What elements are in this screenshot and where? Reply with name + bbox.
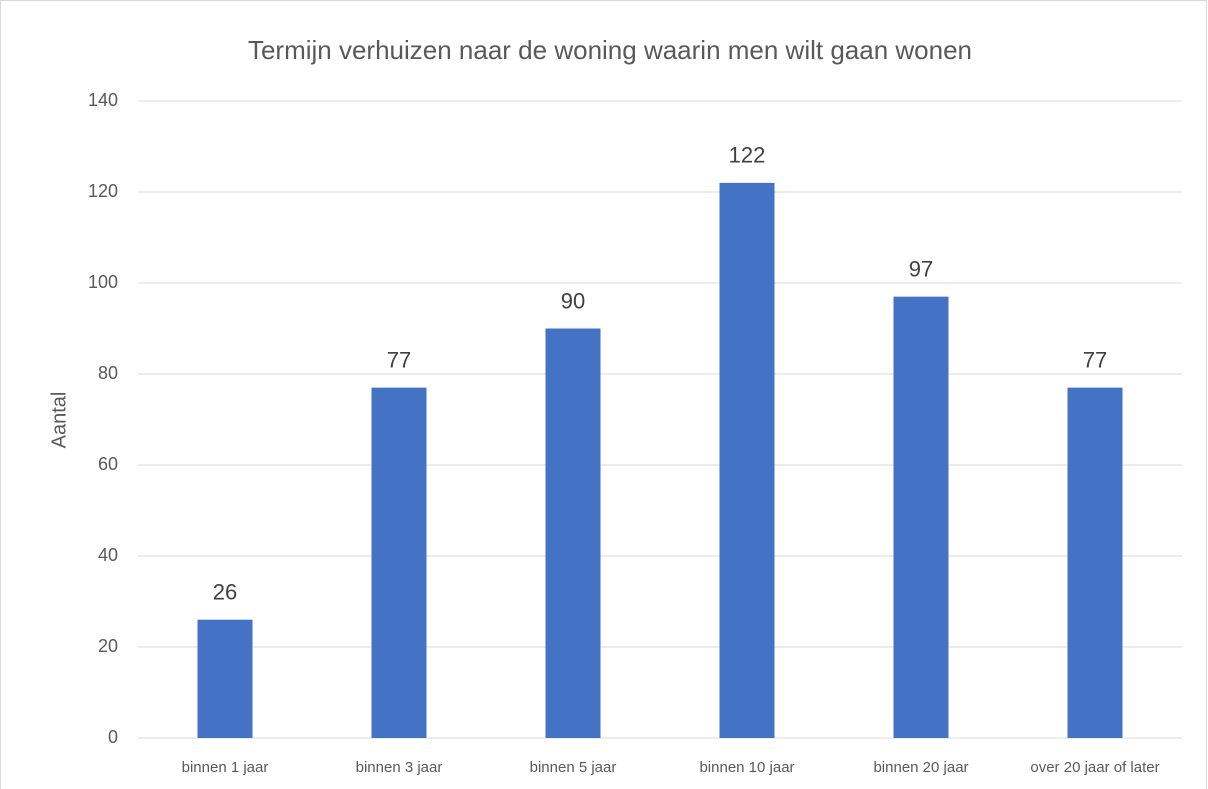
data-label: 77 bbox=[387, 347, 411, 372]
y-axis-label: Aantal bbox=[48, 392, 70, 449]
x-tick-label: binnen 3 jaar bbox=[356, 759, 443, 776]
bar bbox=[1067, 387, 1123, 738]
bar bbox=[893, 296, 949, 738]
x-tick-label: binnen 1 jaar bbox=[182, 759, 269, 776]
data-label: 97 bbox=[909, 256, 933, 281]
chart-title: Termijn verhuizen naar de woning waarin … bbox=[248, 35, 972, 65]
data-label: 90 bbox=[561, 288, 585, 313]
data-label: 77 bbox=[1083, 347, 1107, 372]
y-tick-label: 140 bbox=[88, 90, 118, 110]
y-tick-label: 0 bbox=[108, 727, 118, 747]
y-tick-label: 80 bbox=[98, 363, 118, 383]
x-tick-label: binnen 5 jaar bbox=[530, 759, 617, 776]
y-tick-label: 100 bbox=[88, 272, 118, 292]
y-tick-label: 20 bbox=[98, 636, 118, 656]
bar bbox=[371, 387, 427, 738]
data-label: 122 bbox=[729, 143, 766, 168]
x-tick-label: binnen 10 jaar bbox=[699, 759, 794, 776]
y-tick-label: 120 bbox=[88, 181, 118, 201]
data-label: 26 bbox=[213, 580, 237, 605]
bar bbox=[197, 619, 253, 738]
x-tick-label: binnen 20 jaar bbox=[873, 759, 968, 776]
bar bbox=[545, 328, 601, 738]
y-tick-label: 60 bbox=[98, 454, 118, 474]
y-tick-label: 40 bbox=[98, 545, 118, 565]
x-tick-label: over 20 jaar of later bbox=[1030, 759, 1159, 776]
bar bbox=[719, 182, 775, 738]
